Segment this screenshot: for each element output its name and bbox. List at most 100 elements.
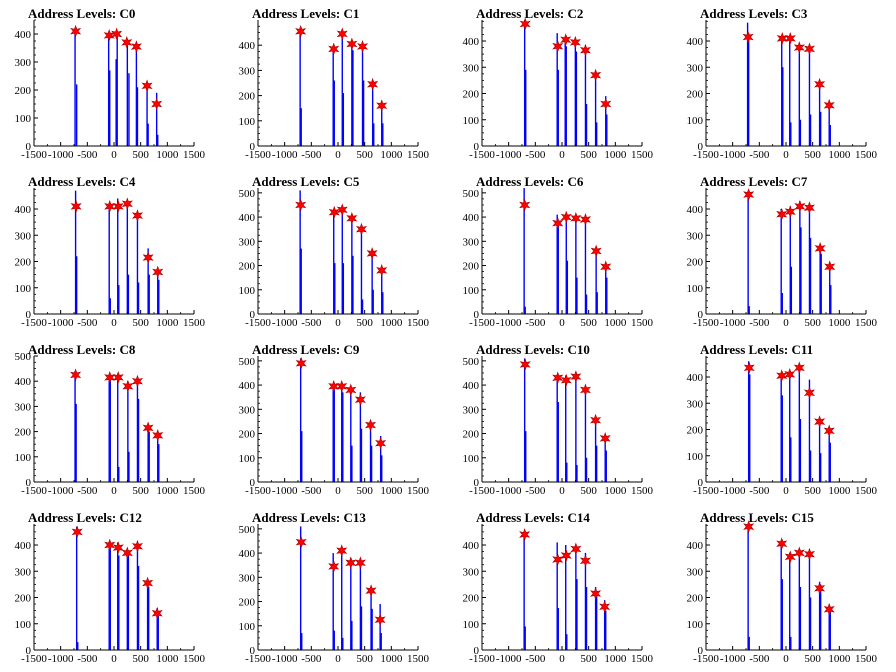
peak-marker (560, 210, 572, 224)
y-tick-label: 300 (687, 230, 704, 242)
x-tick-label: -1000 (720, 485, 746, 497)
panel-title: Address Levels: C11 (700, 342, 814, 357)
x-tick-label: 0 (335, 653, 341, 665)
y-tick-label: 500 (239, 524, 256, 536)
y-tick-label: 300 (15, 566, 32, 578)
peak-marker (560, 549, 572, 562)
y-tick-label: 100 (239, 116, 256, 128)
peak-marker (590, 413, 602, 427)
peak-marker (130, 40, 142, 54)
x-tick-label: 0 (783, 485, 789, 497)
y-tick-label: 200 (239, 429, 256, 441)
x-tick-label: 500 (356, 485, 373, 497)
peak-marker (579, 554, 592, 568)
peak-marker (111, 27, 123, 41)
histogram-plot: 0 100 200 300 400 500 -1500 -1000 -500 0 500 1000 15… (239, 524, 430, 665)
y-tick-label: 0 (250, 477, 256, 489)
x-tick-label: 0 (559, 485, 565, 497)
y-tick-label: 500 (463, 188, 480, 200)
peak-marker (376, 263, 388, 277)
peak-marker (776, 207, 788, 221)
histogram-plot: 0 100 200 300 400 -1500 -1000 -500 0 500 1000 1500 (15, 188, 206, 329)
x-tick-label: -1500 (693, 653, 719, 665)
y-tick-label: 100 (239, 285, 256, 297)
peak-marker (600, 97, 612, 111)
peak-marker (151, 606, 163, 620)
peak-marker (104, 538, 116, 552)
histogram-panel: 0 100 200 300 400 500 -1500 -1000 -500 0 500 1000 15… (224, 336, 448, 504)
x-tick-label: -500 (77, 653, 98, 665)
peak-marker (336, 203, 348, 217)
y-tick-label: 300 (239, 65, 256, 77)
y-tick-label: 100 (463, 115, 480, 127)
x-tick-label: 1000 (380, 149, 403, 161)
y-tick-label: 200 (463, 429, 480, 441)
y-tick-label: 100 (687, 619, 704, 631)
y-tick-label: 300 (463, 404, 480, 416)
y-tick-label: 400 (15, 376, 32, 388)
peak-marker (814, 241, 826, 255)
x-tick-label: 1000 (380, 653, 403, 665)
x-tick-label: -500 (749, 317, 770, 329)
y-tick-label: 400 (687, 204, 704, 216)
x-tick-label: 500 (356, 653, 373, 665)
peak-marker (519, 198, 531, 212)
x-tick-label: 500 (132, 149, 149, 161)
histogram-plot: 0 100 200 300 400 -1500 -1000 -500 0 500 1000 1500 (687, 356, 878, 497)
x-tick-label: -1500 (469, 653, 495, 665)
peak-marker (814, 415, 826, 429)
peak-marker (814, 77, 826, 91)
histogram-plot: 0 100 200 300 400 500 -1500 -1000 -500 0 500 1000 15… (15, 351, 206, 497)
peak-marker (824, 260, 836, 274)
x-tick-label: -1000 (720, 149, 746, 161)
peak-marker (131, 209, 144, 222)
y-tick-label: 200 (463, 261, 480, 273)
x-tick-label: 0 (111, 485, 117, 497)
peak-marker (743, 361, 755, 375)
y-tick-label: 300 (463, 236, 480, 248)
histogram-panel: 0 100 200 300 400 500 -1500 -1000 -500 0 500 1000 15… (224, 168, 448, 336)
peak-marker (354, 393, 366, 407)
peak-marker (599, 600, 611, 614)
peak-marker (743, 188, 755, 201)
peak-marker (784, 205, 796, 219)
peak-marker (519, 528, 531, 541)
y-tick-label: 300 (463, 566, 480, 578)
y-tick-label: 200 (687, 257, 704, 269)
peak-marker (803, 386, 816, 400)
peak-marker (295, 535, 307, 549)
y-tick-label: 200 (239, 91, 256, 103)
x-tick-label: -1000 (496, 317, 522, 329)
peak-marker (70, 199, 82, 213)
peak-marker (355, 222, 368, 236)
x-tick-label: 0 (783, 653, 789, 665)
x-tick-label: 1000 (156, 317, 179, 329)
x-tick-label: 1500 (855, 653, 878, 665)
x-tick-label: 1000 (828, 485, 851, 497)
x-tick-label: -500 (301, 485, 322, 497)
peak-marker (328, 42, 340, 56)
x-tick-label: 0 (111, 317, 117, 329)
histogram-panel: 0 100 200 300 400 -1500 -1000 -500 0 500 1000 1500 A… (672, 504, 896, 672)
histogram-panel: 0 100 200 300 400 500 -1500 -1000 -500 0 500 1000 15… (224, 504, 448, 672)
y-tick-label: 100 (15, 452, 32, 464)
peak-marker (579, 213, 592, 226)
peak-marker (552, 553, 564, 566)
y-tick-label: 0 (698, 309, 704, 321)
x-tick-label: 1500 (407, 149, 430, 161)
x-tick-label: -1000 (272, 317, 298, 329)
histogram-panel: 0 100 200 300 400 500 -1500 -1000 -500 0 500 1000 15… (448, 336, 672, 504)
x-tick-label: 500 (580, 317, 597, 329)
peak-marker (328, 205, 340, 219)
y-tick-label: 300 (687, 566, 704, 578)
y-tick-label: 400 (463, 380, 480, 392)
y-tick-label: 200 (15, 85, 32, 97)
x-tick-label: 0 (335, 485, 341, 497)
panel-title: Address Levels: C13 (252, 510, 366, 525)
panel-title: Address Levels: C3 (700, 6, 808, 21)
peak-marker (336, 27, 348, 41)
peak-marker (365, 584, 377, 598)
x-tick-label: 500 (580, 149, 597, 161)
y-tick-label: 0 (474, 477, 480, 489)
peak-marker (336, 379, 348, 393)
